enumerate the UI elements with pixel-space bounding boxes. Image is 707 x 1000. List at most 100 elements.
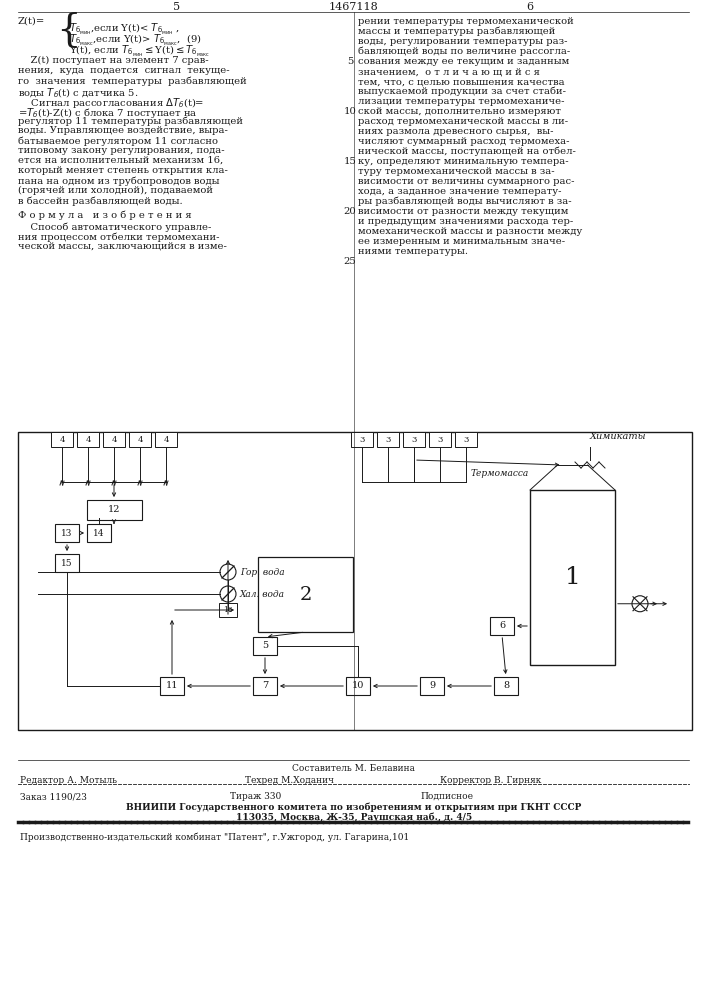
Text: хода, а заданное значение температу-: хода, а заданное значение температу- [358,187,561,196]
Bar [429,432,451,447]
Text: 4: 4 [59,436,65,444]
Bar [253,677,277,695]
Text: воды $T_б$(t) с датчика 5.: воды $T_б$(t) с датчика 5. [18,86,139,100]
Text: туру термомеханической массы в за-: туру термомеханической массы в за- [358,167,554,176]
Text: Корректор В. Гирняк: Корректор В. Гирняк [440,776,542,785]
Text: значением,  о т л и ч а ю щ и й с я: значением, о т л и ч а ю щ и й с я [358,67,540,76]
Text: 25: 25 [344,257,356,266]
Text: ры разбавляющей воды вычисляют в за-: ры разбавляющей воды вычисляют в за- [358,197,572,207]
Text: ческой массы, заключающийся в изме-: ческой массы, заключающийся в изме- [18,242,227,251]
Bar [219,603,237,617]
Text: 10: 10 [352,682,364,690]
Text: (горячей или холодной), подаваемой: (горячей или холодной), подаваемой [18,186,213,195]
Text: 10: 10 [344,107,356,116]
Text: массы и температуры разбавляющей: массы и температуры разбавляющей [358,27,556,36]
Text: Редактор А. Мотыль: Редактор А. Мотыль [20,776,117,785]
Text: момеханической массы и разности между: момеханической массы и разности между [358,227,583,236]
Text: батываемое регулятором 11 согласно: батываемое регулятором 11 согласно [18,136,218,145]
Text: 6: 6 [527,2,534,12]
Text: нической массы, поступающей на отбел-: нической массы, поступающей на отбел- [358,147,576,156]
Text: который меняет степень открытия кла-: который меняет степень открытия кла- [18,166,228,175]
Text: ку, определяют минимальную темпера-: ку, определяют минимальную темпера- [358,157,568,166]
Text: 15: 15 [62,558,73,568]
Text: 1: 1 [565,566,580,589]
Bar [346,677,370,695]
Bar [155,432,177,447]
Bar [77,432,99,447]
Bar [87,524,111,542]
Bar [494,677,518,695]
Text: Y(t), если $T_{\rm б_{мин}}$$\leq$Y(t)$\leq$$T_{\rm б_{макс}}$: Y(t), если $T_{\rm б_{мин}}$$\leq$Y(t)$\… [69,44,210,59]
Text: ВНИИПИ Государственного комитета по изобретениям и открытиям при ГКНТ СССР: ВНИИПИ Государственного комитета по изоб… [127,802,582,812]
Text: 5: 5 [347,57,354,66]
Bar [377,432,399,447]
Bar [253,637,277,655]
Text: Хал. вода: Хал. вода [240,590,285,599]
Text: Z(t) поступает на элемент 7 срав-: Z(t) поступает на элемент 7 срав- [18,56,209,65]
Text: бавляющей воды по величине рассогла-: бавляющей воды по величине рассогла- [358,47,571,56]
Text: {: { [56,12,81,49]
Text: Ф о р м у л а   и з о б р е т е н и я: Ф о р м у л а и з о б р е т е н и я [18,210,192,220]
Text: 14: 14 [93,528,105,538]
Text: Составитель М. Белавина: Составитель М. Белавина [293,764,416,773]
Bar [351,432,373,447]
Text: ется на исполнительный механизм 16,: ется на исполнительный механизм 16, [18,156,223,165]
Text: Z(t)=: Z(t)= [18,17,45,26]
Text: регулятор 11 температуры разбавляющей: регулятор 11 температуры разбавляющей [18,116,243,125]
Text: 20: 20 [344,207,356,216]
Text: висимости от величины суммарного рас-: висимости от величины суммарного рас- [358,177,575,186]
Text: Термомасса: Термомасса [471,469,530,478]
Text: типовому закону регулирования, пода-: типовому закону регулирования, пода- [18,146,225,155]
Text: пана на одном из трубопроводов воды: пана на одном из трубопроводов воды [18,176,219,186]
Bar [51,432,73,447]
Text: 9: 9 [429,682,435,690]
Text: 2: 2 [299,585,312,603]
Text: 11: 11 [165,682,178,690]
Text: 4: 4 [163,436,169,444]
Text: числяют суммарный расход термомеха-: числяют суммарный расход термомеха- [358,137,570,146]
Text: выпускаемой продукции за счет стаби-: выпускаемой продукции за счет стаби- [358,87,566,97]
Text: =$T_б$(t)-Z(t) с блока 7 поступает на: =$T_б$(t)-Z(t) с блока 7 поступает на [18,106,198,120]
Bar [55,524,79,542]
Text: Заказ 1190/23: Заказ 1190/23 [20,792,87,801]
Text: сования между ее текущим и заданным: сования между ее текущим и заданным [358,57,569,66]
Text: 6: 6 [499,621,505,631]
Bar [403,432,425,447]
Bar [55,554,79,572]
Text: Тираж 330: Тираж 330 [230,792,281,801]
Text: 7: 7 [262,682,268,690]
Text: нения,  куда  подается  сигнал  текуще-: нения, куда подается сигнал текуще- [18,66,230,75]
Bar [160,677,184,695]
Bar [490,617,514,635]
Text: и предыдущим значениями расхода тер-: и предыдущим значениями расхода тер- [358,217,573,226]
Text: Гор. вода: Гор. вода [240,568,285,577]
Bar [420,677,444,695]
Text: 12: 12 [107,506,120,514]
Text: воды, регулировании температуры раз-: воды, регулировании температуры раз- [358,37,568,46]
Bar [129,432,151,447]
Bar [455,432,477,447]
Text: $T_{\rm б_{мин}}$,если Y(t)< $T_{\rm б_{мин}}$ ,: $T_{\rm б_{мин}}$,если Y(t)< $T_{\rm б_{… [69,22,180,37]
Text: тем, что, с целью повышения качества: тем, что, с целью повышения качества [358,77,565,86]
Text: 13: 13 [62,528,73,538]
Text: ния процессом отбелки термомехани-: ния процессом отбелки термомехани- [18,232,219,241]
Text: 3: 3 [411,436,416,444]
Bar [103,432,125,447]
Bar [530,490,615,665]
Text: 4: 4 [111,436,117,444]
Text: ской массы, дополнительно измеряют: ской массы, дополнительно измеряют [358,107,561,116]
Text: Техред М.Ходанич: Техред М.Ходанич [245,776,334,785]
Bar [86,500,141,520]
Bar [18,432,692,730]
Text: Сигнал рассогласования $\Delta T_б$(t)=: Сигнал рассогласования $\Delta T_б$(t)= [18,96,204,110]
Text: 16: 16 [223,606,233,614]
Text: Способ автоматического управле-: Способ автоматического управле- [18,222,211,232]
Text: ниях размола древесного сырья,  вы-: ниях размола древесного сырья, вы- [358,127,554,136]
Text: го  значения  температуры  разбавляющей: го значения температуры разбавляющей [18,76,247,86]
Text: ниями температуры.: ниями температуры. [358,247,468,256]
Text: 1467118: 1467118 [329,2,378,12]
Text: воды. Управляющее воздействие, выра-: воды. Управляющее воздействие, выра- [18,126,228,135]
Text: лизации температуры термомеханиче-: лизации температуры термомеханиче- [358,97,564,106]
Text: ее измеренным и минимальным значе-: ее измеренным и минимальным значе- [358,237,565,246]
Bar [258,557,353,632]
